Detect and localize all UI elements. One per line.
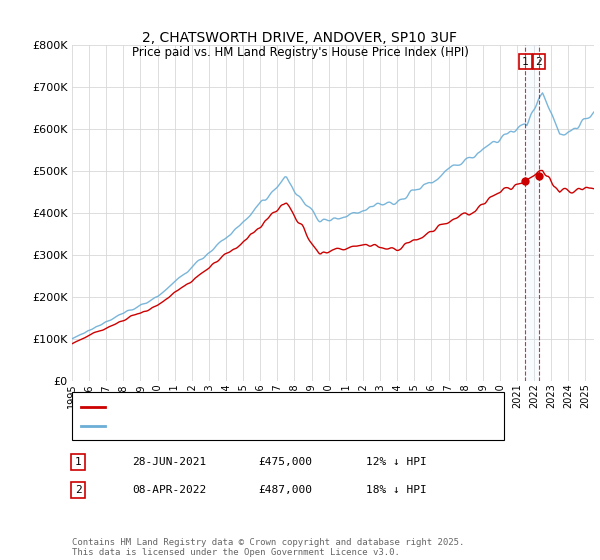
Text: HPI: Average price, detached house, Test Valley: HPI: Average price, detached house, Test… bbox=[111, 421, 405, 431]
Text: 2: 2 bbox=[535, 57, 542, 67]
Text: 2, CHATSWORTH DRIVE, ANDOVER, SP10 3UF: 2, CHATSWORTH DRIVE, ANDOVER, SP10 3UF bbox=[143, 31, 458, 45]
Text: 2, CHATSWORTH DRIVE, ANDOVER, SP10 3UF (detached house): 2, CHATSWORTH DRIVE, ANDOVER, SP10 3UF (… bbox=[111, 402, 455, 412]
Text: 1: 1 bbox=[74, 457, 82, 467]
Text: Contains HM Land Registry data © Crown copyright and database right 2025.
This d: Contains HM Land Registry data © Crown c… bbox=[72, 538, 464, 557]
Text: £487,000: £487,000 bbox=[258, 485, 312, 495]
Text: 2: 2 bbox=[74, 485, 82, 495]
Text: 28-JUN-2021: 28-JUN-2021 bbox=[132, 457, 206, 467]
Text: 12% ↓ HPI: 12% ↓ HPI bbox=[366, 457, 427, 467]
Text: Price paid vs. HM Land Registry's House Price Index (HPI): Price paid vs. HM Land Registry's House … bbox=[131, 46, 469, 59]
Text: 08-APR-2022: 08-APR-2022 bbox=[132, 485, 206, 495]
Text: £475,000: £475,000 bbox=[258, 457, 312, 467]
Text: 18% ↓ HPI: 18% ↓ HPI bbox=[366, 485, 427, 495]
Bar bbox=[526, 45, 539, 381]
Text: 1: 1 bbox=[522, 57, 529, 67]
